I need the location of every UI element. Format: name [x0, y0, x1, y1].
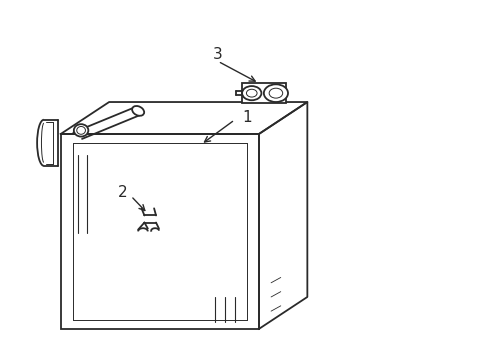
- Text: 2: 2: [118, 185, 127, 200]
- Text: 3: 3: [213, 47, 223, 62]
- Ellipse shape: [132, 106, 144, 116]
- Circle shape: [264, 84, 287, 102]
- Text: 1: 1: [242, 111, 251, 126]
- Circle shape: [242, 86, 261, 100]
- Polygon shape: [242, 84, 285, 103]
- Ellipse shape: [74, 124, 88, 136]
